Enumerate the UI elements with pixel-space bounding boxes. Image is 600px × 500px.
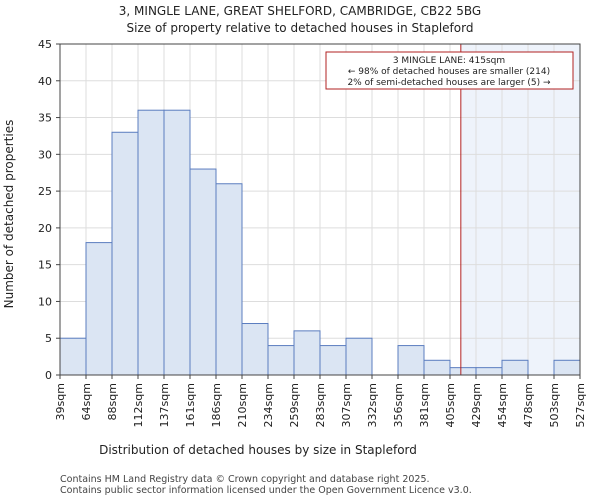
y-tick-label: 0: [45, 369, 52, 382]
x-tick-label: 454sqm: [496, 383, 509, 427]
x-tick-label: 88sqm: [106, 383, 119, 420]
x-tick-label: 478sqm: [522, 383, 535, 427]
footer-line-1: Contains HM Land Registry data © Crown c…: [60, 474, 430, 485]
y-tick-label: 25: [38, 185, 52, 198]
bar-234sqm: [267, 345, 295, 376]
y-axis-label: Number of detached properties: [2, 120, 16, 309]
bar-356sqm: [397, 345, 425, 376]
annotation-line-3: 2% of semi-detached houses are larger (5…: [347, 78, 551, 88]
annotation-border: [325, 51, 574, 90]
annotation-line-2: ← 98% of detached houses are smaller (21…: [348, 67, 550, 77]
bar-429sqm: [475, 367, 503, 376]
bar-112sqm: [137, 109, 165, 376]
annotation-line-1: 3 MINGLE LANE: 415sqm: [393, 56, 505, 66]
bar-161sqm: [189, 168, 217, 376]
bar-405sqm: [449, 367, 477, 376]
x-tick-label: 112sqm: [132, 383, 145, 427]
x-tick-label: 186sqm: [210, 383, 223, 427]
y-tick-label: 45: [38, 38, 52, 51]
bar-64sqm: [85, 242, 113, 376]
bar-259sqm: [293, 330, 321, 376]
bar-503sqm: [553, 359, 581, 376]
bar-381sqm: [423, 359, 451, 376]
x-tick-label: 283sqm: [314, 383, 327, 427]
chart-subtitle: Size of property relative to detached ho…: [126, 21, 474, 35]
bar-210sqm: [241, 323, 269, 376]
bar-283sqm: [319, 345, 347, 376]
x-tick-label: 64sqm: [80, 383, 93, 420]
x-tick-label: 210sqm: [236, 383, 249, 427]
bar-186sqm: [215, 183, 243, 376]
y-tick-label: 5: [45, 332, 52, 345]
x-tick-label: 234sqm: [262, 383, 275, 427]
bar-454sqm: [501, 359, 529, 376]
y-tick-label: 10: [38, 295, 52, 308]
x-tick-label: 161sqm: [184, 383, 197, 427]
x-tick-label: 332sqm: [366, 383, 379, 427]
x-tick-label: 405sqm: [444, 383, 457, 427]
x-tick-label: 307sqm: [340, 383, 353, 427]
x-tick-label: 381sqm: [418, 383, 431, 427]
x-axis-label: Distribution of detached houses by size …: [99, 443, 417, 457]
x-tick-label: 39sqm: [54, 383, 67, 420]
chart-title: 3, MINGLE LANE, GREAT SHELFORD, CAMBRIDG…: [118, 4, 482, 18]
x-tick-label: 259sqm: [288, 383, 301, 427]
x-tick-label: 137sqm: [158, 383, 171, 427]
y-tick-label: 40: [38, 75, 52, 88]
y-tick-label: 35: [38, 112, 52, 125]
x-tick-label: 429sqm: [470, 383, 483, 427]
footer-line-2: Contains public sector information licen…: [60, 485, 472, 496]
bar-307sqm: [345, 337, 373, 376]
x-tick-label: 356sqm: [392, 383, 405, 427]
x-tick-label: 503sqm: [548, 383, 561, 427]
marker-shade-region: [460, 44, 580, 375]
x-tick-label: 527sqm: [574, 383, 587, 427]
bar-137sqm: [163, 109, 191, 376]
y-tick-label: 15: [38, 259, 52, 272]
annotation-box: 3 MINGLE LANE: 415sqm ← 98% of detached …: [325, 51, 574, 90]
y-tick-label: 30: [38, 148, 52, 161]
bar-39sqm: [59, 337, 87, 376]
bar-88sqm: [111, 131, 139, 376]
y-tick-label: 20: [38, 222, 52, 235]
